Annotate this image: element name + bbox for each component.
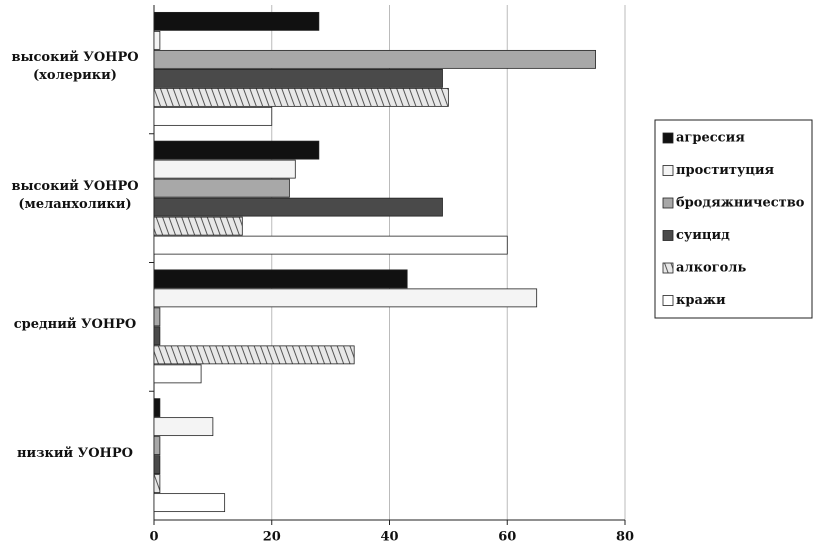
bar — [153, 364, 202, 384]
x-tick-label: 60 — [498, 530, 516, 545]
y-tick-label: средний УОНРО — [13, 316, 137, 332]
legend-swatch — [662, 230, 674, 241]
bar — [153, 326, 161, 346]
x-tick-label: 80 — [616, 530, 634, 545]
bar — [153, 235, 508, 255]
bar — [153, 493, 226, 513]
bar — [153, 398, 161, 418]
bar — [153, 474, 161, 494]
bar — [153, 288, 538, 308]
bar — [153, 197, 443, 217]
bar — [153, 269, 408, 289]
bar — [153, 178, 290, 198]
bar — [153, 87, 449, 107]
bar — [153, 455, 161, 475]
y-tick-label: высокий УОНРО (меланхолики) — [11, 179, 139, 213]
legend-label: суицид — [676, 228, 730, 243]
legend-swatch — [662, 262, 674, 274]
bar — [153, 68, 443, 88]
legend-swatch — [662, 132, 674, 144]
legend-label: кражи — [676, 293, 726, 308]
bar — [153, 49, 596, 69]
bar — [153, 345, 355, 365]
bar — [153, 216, 243, 236]
x-tick-label: 0 — [149, 530, 158, 545]
y-tick-label: низкий УОНРО — [17, 445, 133, 461]
legend-swatch — [662, 165, 674, 176]
bar — [153, 30, 161, 50]
bar — [153, 106, 273, 126]
bar — [153, 307, 161, 327]
legend-box — [654, 119, 813, 319]
legend-swatch — [662, 197, 674, 209]
legend-swatch — [662, 295, 674, 306]
x-tick-label: 40 — [380, 530, 398, 545]
bar — [153, 436, 161, 456]
bar — [153, 159, 296, 179]
legend-label: бродяжничество — [676, 196, 805, 211]
bar — [153, 417, 214, 437]
bar — [153, 140, 320, 160]
bar — [153, 11, 320, 31]
y-tick-label: высокий УОНРО (холерики) — [11, 50, 139, 84]
legend-label: алкоголь — [676, 261, 746, 276]
x-tick-label: 20 — [263, 530, 281, 545]
legend-label: проституция — [676, 163, 775, 178]
legend-label: агрессия — [676, 131, 745, 146]
